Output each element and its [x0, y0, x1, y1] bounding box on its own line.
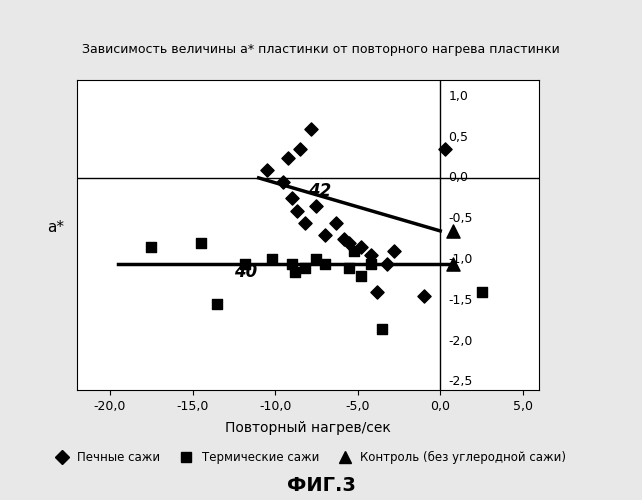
Point — [476, 288, 487, 296]
Point — [389, 248, 399, 256]
Point — [283, 154, 293, 162]
Point — [213, 300, 223, 308]
Point — [278, 178, 288, 186]
X-axis label: Повторный нагрев/сек: Повторный нагрев/сек — [225, 421, 391, 435]
Point — [448, 227, 458, 235]
Point — [356, 272, 366, 280]
Point — [295, 146, 305, 154]
Text: 40: 40 — [234, 264, 257, 281]
Point — [300, 264, 310, 272]
Point — [306, 125, 317, 133]
Point — [146, 243, 157, 251]
Text: 42: 42 — [308, 182, 331, 200]
Point — [349, 248, 360, 256]
Text: -0,5: -0,5 — [449, 212, 473, 225]
Point — [340, 235, 350, 243]
Point — [377, 325, 388, 333]
Point — [344, 239, 354, 247]
Point — [440, 146, 450, 154]
Point — [196, 239, 206, 247]
Point — [366, 252, 376, 260]
Point — [286, 194, 297, 202]
Text: 0,5: 0,5 — [449, 130, 469, 143]
Point — [311, 202, 322, 210]
Text: 0,0: 0,0 — [449, 172, 469, 184]
Point — [266, 256, 277, 264]
Point — [240, 260, 250, 268]
Point — [366, 260, 376, 268]
Point — [290, 268, 300, 276]
Text: -2,5: -2,5 — [449, 376, 473, 388]
Text: -1,0: -1,0 — [449, 253, 473, 266]
Point — [448, 260, 458, 268]
Point — [320, 260, 330, 268]
Text: -1,5: -1,5 — [449, 294, 473, 307]
Text: ФИГ.3: ФИГ.3 — [286, 476, 356, 495]
Text: -2,0: -2,0 — [449, 334, 473, 347]
Point — [286, 260, 297, 268]
Point — [382, 260, 392, 268]
Point — [372, 288, 383, 296]
Text: 1,0: 1,0 — [449, 90, 469, 103]
Point — [311, 256, 322, 264]
Text: Зависимость величины a* пластинки от повторного нагрева пластинки: Зависимость величины a* пластинки от пов… — [82, 44, 560, 57]
Point — [344, 264, 354, 272]
Point — [320, 231, 330, 239]
Point — [356, 243, 366, 251]
Point — [262, 166, 272, 173]
Point — [291, 206, 302, 214]
Point — [419, 292, 429, 300]
Legend: Печные сажи, Термические сажи, Контроль (без углеродной сажи): Печные сажи, Термические сажи, Контроль … — [46, 446, 571, 469]
Y-axis label: a*: a* — [47, 220, 64, 235]
Point — [331, 219, 342, 227]
Point — [300, 219, 310, 227]
